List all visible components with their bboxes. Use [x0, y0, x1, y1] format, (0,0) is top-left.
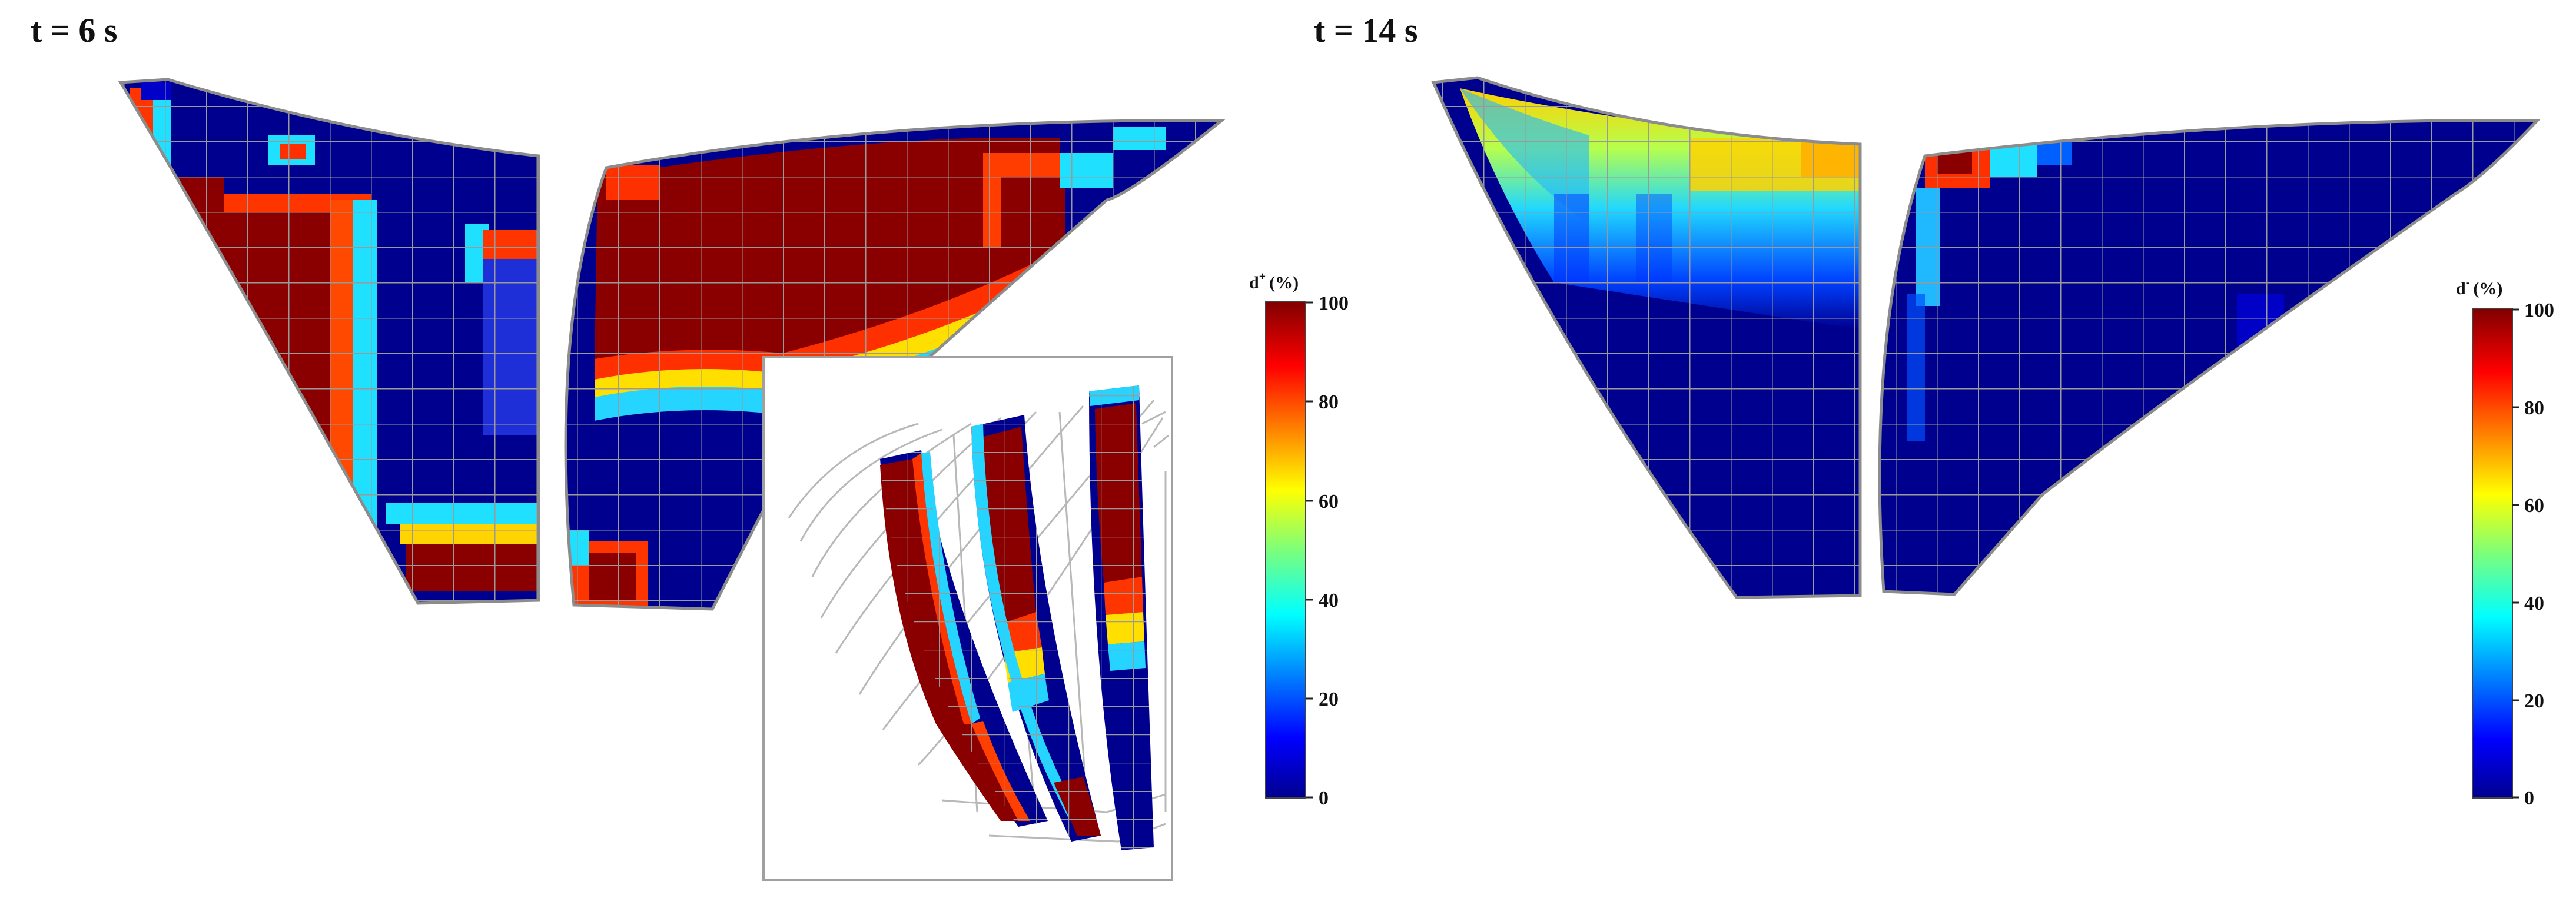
colorbar-label-d-plus: d+ (%)	[1249, 270, 1299, 292]
colorbar-tick: 40	[2524, 593, 2544, 614]
colorbar-tick: 80	[1319, 391, 1339, 413]
inset-slice-1	[880, 450, 1048, 827]
colorbar-d-plus: d+ (%) 100 80 60 40 20 0	[1249, 270, 1349, 809]
inset-cross-section	[762, 356, 1173, 881]
colorbar-tick: 60	[1319, 491, 1339, 513]
colorbar-tick: 0	[1319, 787, 1329, 809]
colorbar-tick: 40	[1319, 590, 1339, 611]
colorbar-d-minus: d- (%) 100 80 60 40 20 0	[2456, 276, 2554, 809]
panel-title-t14: t = 14 s	[1314, 11, 1418, 49]
colorbar-tick: 100	[2524, 300, 2554, 321]
inset-slice-2	[971, 415, 1101, 842]
panel-title-t6: t = 6 s	[31, 11, 118, 49]
colorbar-tick: 100	[1319, 292, 1349, 314]
colorbar-tick: 80	[2524, 397, 2544, 419]
colorbar-tick: 20	[1319, 689, 1339, 710]
colorbar-tick: 60	[2524, 495, 2544, 517]
inset-slice-3	[1089, 385, 1154, 850]
colorbar-tick: 0	[2524, 787, 2534, 809]
colorbar-label-d-minus: d- (%)	[2456, 276, 2502, 298]
colorbar-tick: 20	[2524, 690, 2544, 712]
